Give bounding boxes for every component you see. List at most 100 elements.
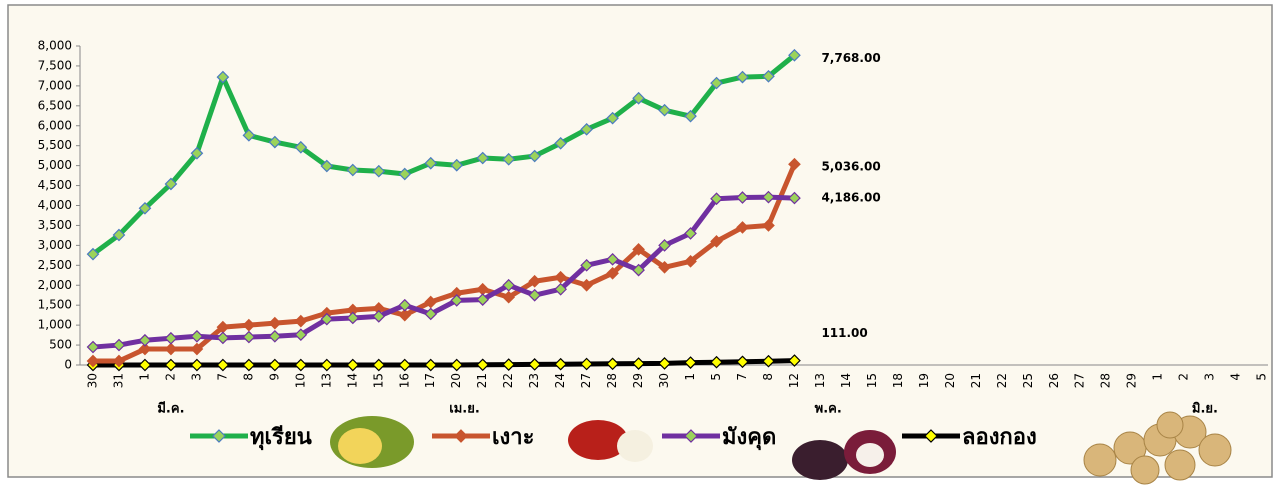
- series-line: [91, 53, 797, 257]
- legend-marker: [454, 429, 468, 443]
- durian-image: [338, 428, 382, 464]
- x-tick-label: 25: [1021, 373, 1035, 388]
- x-tick-label: 20: [943, 373, 957, 388]
- data-point: [242, 358, 256, 372]
- chart-frame: [7, 4, 1273, 478]
- data-point: [736, 355, 749, 369]
- data-point: [268, 316, 282, 330]
- data-point: [86, 247, 100, 261]
- month-label: พ.ค.: [815, 402, 842, 417]
- data-point: [736, 221, 749, 234]
- data-point: [216, 331, 230, 345]
- x-tick-label: 7: [215, 373, 229, 381]
- y-tick-label: 2,500: [38, 258, 72, 272]
- data-point: [424, 295, 438, 309]
- month-label: เม.ย.: [449, 402, 480, 417]
- data-point: [554, 282, 567, 296]
- data-point: [476, 358, 490, 372]
- mangosteen-image: [856, 443, 884, 467]
- longkong-image: [1083, 411, 1232, 485]
- data-point: [398, 298, 412, 312]
- x-tick-label: 30: [86, 373, 100, 388]
- x-tick-label: 29: [631, 373, 645, 388]
- legend-marker: [684, 429, 698, 443]
- data-point: [762, 354, 775, 368]
- month-label: มิ.ย.: [1192, 402, 1218, 417]
- data-point: [554, 270, 567, 284]
- data-point: [294, 140, 308, 154]
- data-point: [320, 312, 334, 326]
- data-point: [502, 278, 516, 292]
- data-point: [346, 358, 360, 372]
- x-tick-label: 18: [891, 373, 905, 388]
- data-point: [372, 310, 386, 323]
- data-point: [606, 111, 619, 125]
- data-point: [164, 342, 178, 356]
- x-tick-label: 21: [475, 373, 489, 388]
- series-line: [92, 194, 795, 350]
- data-point: [528, 358, 542, 371]
- data-point: [502, 152, 516, 166]
- data-point: [502, 358, 516, 371]
- data-point: [580, 258, 593, 272]
- data-point: [164, 358, 178, 372]
- x-tick-label: 29: [1125, 373, 1139, 388]
- y-tick-label: 2,000: [38, 278, 72, 292]
- data-point: [216, 358, 230, 372]
- data-point: [398, 358, 412, 372]
- x-tick-label: 30: [657, 373, 671, 388]
- legend-label: ทุเรียน: [250, 425, 312, 451]
- data-point: [424, 307, 438, 321]
- legend-label: ลองกอง: [962, 425, 1037, 450]
- data-point: [112, 228, 126, 242]
- x-tick-label: 26: [1047, 373, 1061, 388]
- data-point: [190, 146, 204, 160]
- y-tick-label: 7,500: [38, 58, 72, 72]
- data-point: [710, 355, 723, 369]
- y-tick-label: 1,500: [38, 298, 72, 312]
- data-point: [112, 354, 126, 368]
- x-tick-label: 15: [371, 373, 385, 388]
- y-tick-label: 0: [64, 358, 72, 372]
- x-tick-label: 27: [579, 373, 593, 388]
- x-tick-label: 23: [527, 373, 541, 388]
- legend-label: เงาะ: [492, 425, 534, 450]
- data-point: [450, 358, 464, 372]
- data-point: [788, 48, 801, 62]
- data-point: [554, 136, 567, 150]
- y-tick-label: 6,500: [38, 98, 72, 112]
- x-tick-label: 5: [1255, 373, 1269, 381]
- data-point: [580, 278, 593, 292]
- x-tick-label: 10: [293, 373, 307, 388]
- x-tick-label: 14: [345, 373, 359, 388]
- data-point: [242, 330, 256, 344]
- x-tick-label: 2: [163, 373, 177, 381]
- rambutan-image: [568, 420, 628, 460]
- data-point: [398, 167, 412, 181]
- x-tick-label: 13: [319, 373, 333, 388]
- x-tick-label: 8: [761, 373, 775, 381]
- data-point: [762, 69, 775, 83]
- data-point: [684, 254, 697, 268]
- x-tick-label: 28: [1099, 373, 1113, 388]
- x-tick-label: 9: [267, 373, 281, 381]
- data-point: [684, 356, 697, 369]
- data-point: [138, 333, 152, 347]
- data-point: [372, 164, 386, 178]
- data-point: [268, 358, 282, 372]
- data-point: [580, 122, 593, 136]
- data-point: [398, 308, 412, 322]
- legend-images: [330, 411, 1232, 485]
- x-tick-label: 1: [683, 373, 697, 381]
- data-point: [606, 266, 619, 280]
- x-tick-label: 3: [1203, 373, 1217, 381]
- data-point: [164, 331, 178, 345]
- data-point: [580, 357, 593, 371]
- data-point: [658, 260, 671, 274]
- value-label: 4,186.00: [821, 191, 880, 205]
- y-tick-label: 3,000: [38, 238, 72, 252]
- data-point: [710, 192, 723, 206]
- value-label: 111.00: [821, 326, 867, 340]
- data-point: [684, 227, 697, 240]
- y-tick-label: 3,500: [38, 218, 72, 232]
